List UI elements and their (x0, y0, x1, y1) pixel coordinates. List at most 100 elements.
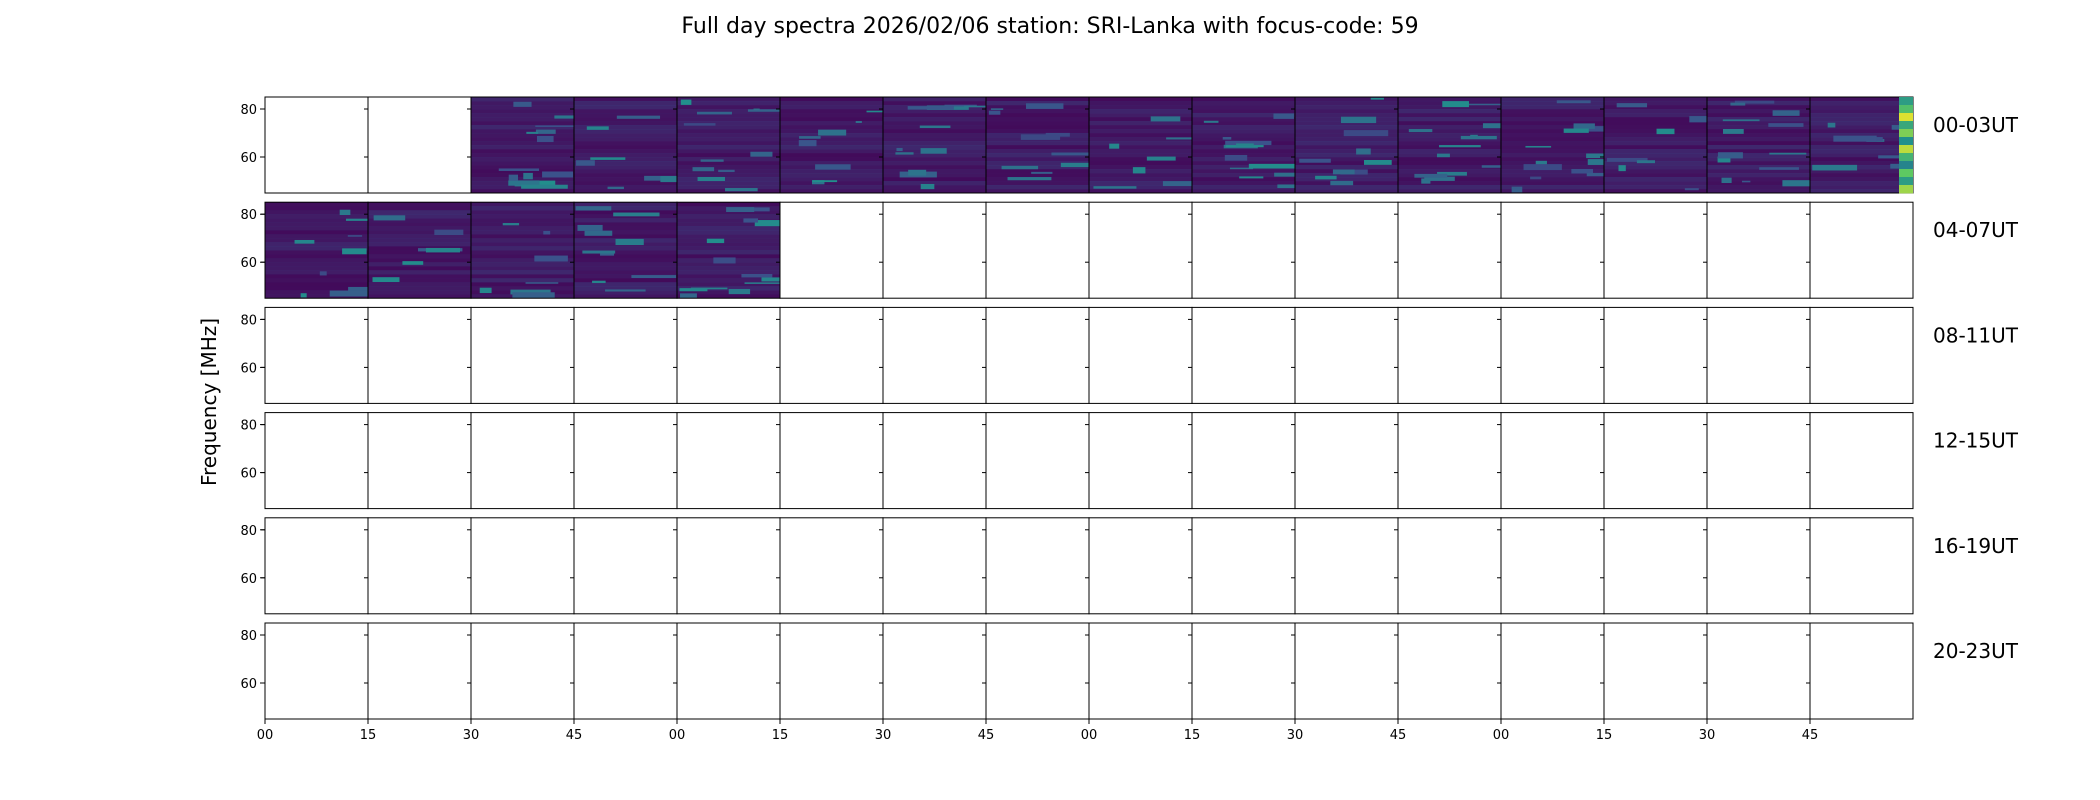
spectrum-feature (1573, 123, 1595, 129)
spectrum-band (883, 153, 986, 158)
spectrum-feature (1315, 175, 1337, 180)
spectrum-band (677, 202, 780, 207)
spectrum-feature (988, 110, 1001, 115)
x-tick-label: 45 (566, 728, 583, 743)
panel-frame (1088, 517, 1193, 615)
spectrum-band (1604, 181, 1707, 186)
spectrum-feature (812, 180, 838, 183)
spectrum-panel (1188, 622, 1296, 720)
spectrum-feature (542, 171, 574, 178)
spectrum-band (677, 290, 780, 295)
chart-title: Full day spectra 2026/02/06 station: SRI… (681, 14, 1418, 39)
spectrum-panel (1703, 517, 1811, 615)
spectrum-band (1604, 105, 1707, 110)
spectrum-panel (467, 96, 575, 194)
spectrum-band (471, 210, 574, 215)
y-tick-label: 80 (240, 524, 257, 539)
spectrum-panel (982, 517, 1090, 615)
panel-frame (779, 517, 884, 615)
x-tick-label: 45 (1390, 728, 1407, 743)
spectrum-feature (1523, 164, 1562, 171)
spectrum-feature (1248, 163, 1295, 169)
spectrum-band (1501, 137, 1604, 142)
spectrum-feature (706, 238, 725, 244)
spectrum-feature (1827, 122, 1836, 128)
spectrum-band (677, 266, 780, 271)
spectrum-band (1398, 189, 1501, 194)
spectrum-band (471, 173, 574, 178)
spectrum-band (471, 266, 574, 271)
spectrum-band (780, 185, 883, 190)
spectrum-feature (866, 110, 883, 113)
spectrum-band (265, 266, 368, 271)
spectrum-band (1295, 185, 1398, 190)
spectrum-panel (776, 412, 884, 510)
spectrum-band (265, 274, 368, 279)
panel-frame (470, 412, 575, 510)
spectrum-band (1604, 169, 1707, 174)
spectrum-feature (526, 131, 539, 134)
spectrum-band (471, 258, 574, 263)
spectrum-band (1192, 165, 1295, 170)
spectrum-band (883, 189, 986, 194)
spectrum-band (1810, 161, 1913, 166)
panel-frame (1603, 622, 1708, 720)
panel-frame (573, 306, 678, 404)
spectrum-feature (1772, 110, 1800, 116)
x-tick-label: 30 (1287, 728, 1304, 743)
panel-frame (882, 622, 987, 720)
spectrum-feature (1460, 135, 1497, 140)
spectrum-feature (1060, 162, 1089, 168)
spectrum-band (1192, 173, 1295, 178)
spectrum-feature (683, 123, 716, 126)
spectrum-panel (1703, 412, 1811, 510)
panel-frame (779, 412, 884, 510)
spectrum-band (780, 177, 883, 182)
spectrum-band (1192, 177, 1295, 182)
spectrum-band (677, 101, 780, 106)
spectrum-feature (319, 271, 327, 276)
spectrum-band (986, 117, 1089, 122)
spectrum-band (1192, 101, 1295, 106)
spectrum-band (1089, 97, 1192, 102)
spectrum-panel (1291, 96, 1399, 194)
spectrum-feature (1007, 177, 1052, 181)
spectrum-feature (1437, 171, 1467, 176)
spectrum-feature (818, 129, 847, 136)
row-label: 00-03UT (1933, 113, 2019, 137)
panel-frame (367, 306, 472, 404)
spectrum-feature (1530, 176, 1542, 180)
x-axis-ticks: 00 15 30 45 00 15 30 45 00 15 30 45 00 15 30 45 (257, 719, 1818, 743)
panel-frame (1191, 622, 1296, 720)
spectrum-feature (1656, 128, 1675, 135)
spectrum-band (986, 97, 1089, 102)
spectrum-feature (372, 277, 400, 283)
spectrum-feature (510, 289, 551, 295)
spectrum-band (1089, 177, 1192, 182)
spectrum-feature (582, 250, 616, 254)
spectrum-band (1707, 125, 1810, 130)
spectrum-feature (990, 108, 1004, 110)
spectrum-band (574, 117, 677, 122)
bright-edge-cell (1899, 177, 1913, 186)
spectrum-feature (1769, 152, 1807, 155)
spectrum-feature (1812, 164, 1858, 171)
spectrum-band (368, 282, 471, 287)
spectrum-feature (525, 282, 559, 284)
panel-frame (367, 517, 472, 615)
spectrum-feature (1093, 186, 1137, 189)
spectrum-feature (1741, 180, 1751, 183)
spectrum-band (1604, 145, 1707, 150)
spectrum-band (1398, 117, 1501, 122)
spectrum-feature (425, 247, 460, 253)
panel-frame (264, 412, 369, 510)
panel-frame (779, 306, 884, 404)
spectrum-band (574, 181, 677, 186)
spectrum-band (574, 169, 677, 174)
spectrum-band (471, 189, 574, 194)
spectrum-feature (1439, 145, 1481, 148)
spectrum-band (471, 226, 574, 231)
spectrum-band (1810, 105, 1913, 110)
spectrum-band (1192, 109, 1295, 114)
spectrum-band (677, 282, 780, 287)
